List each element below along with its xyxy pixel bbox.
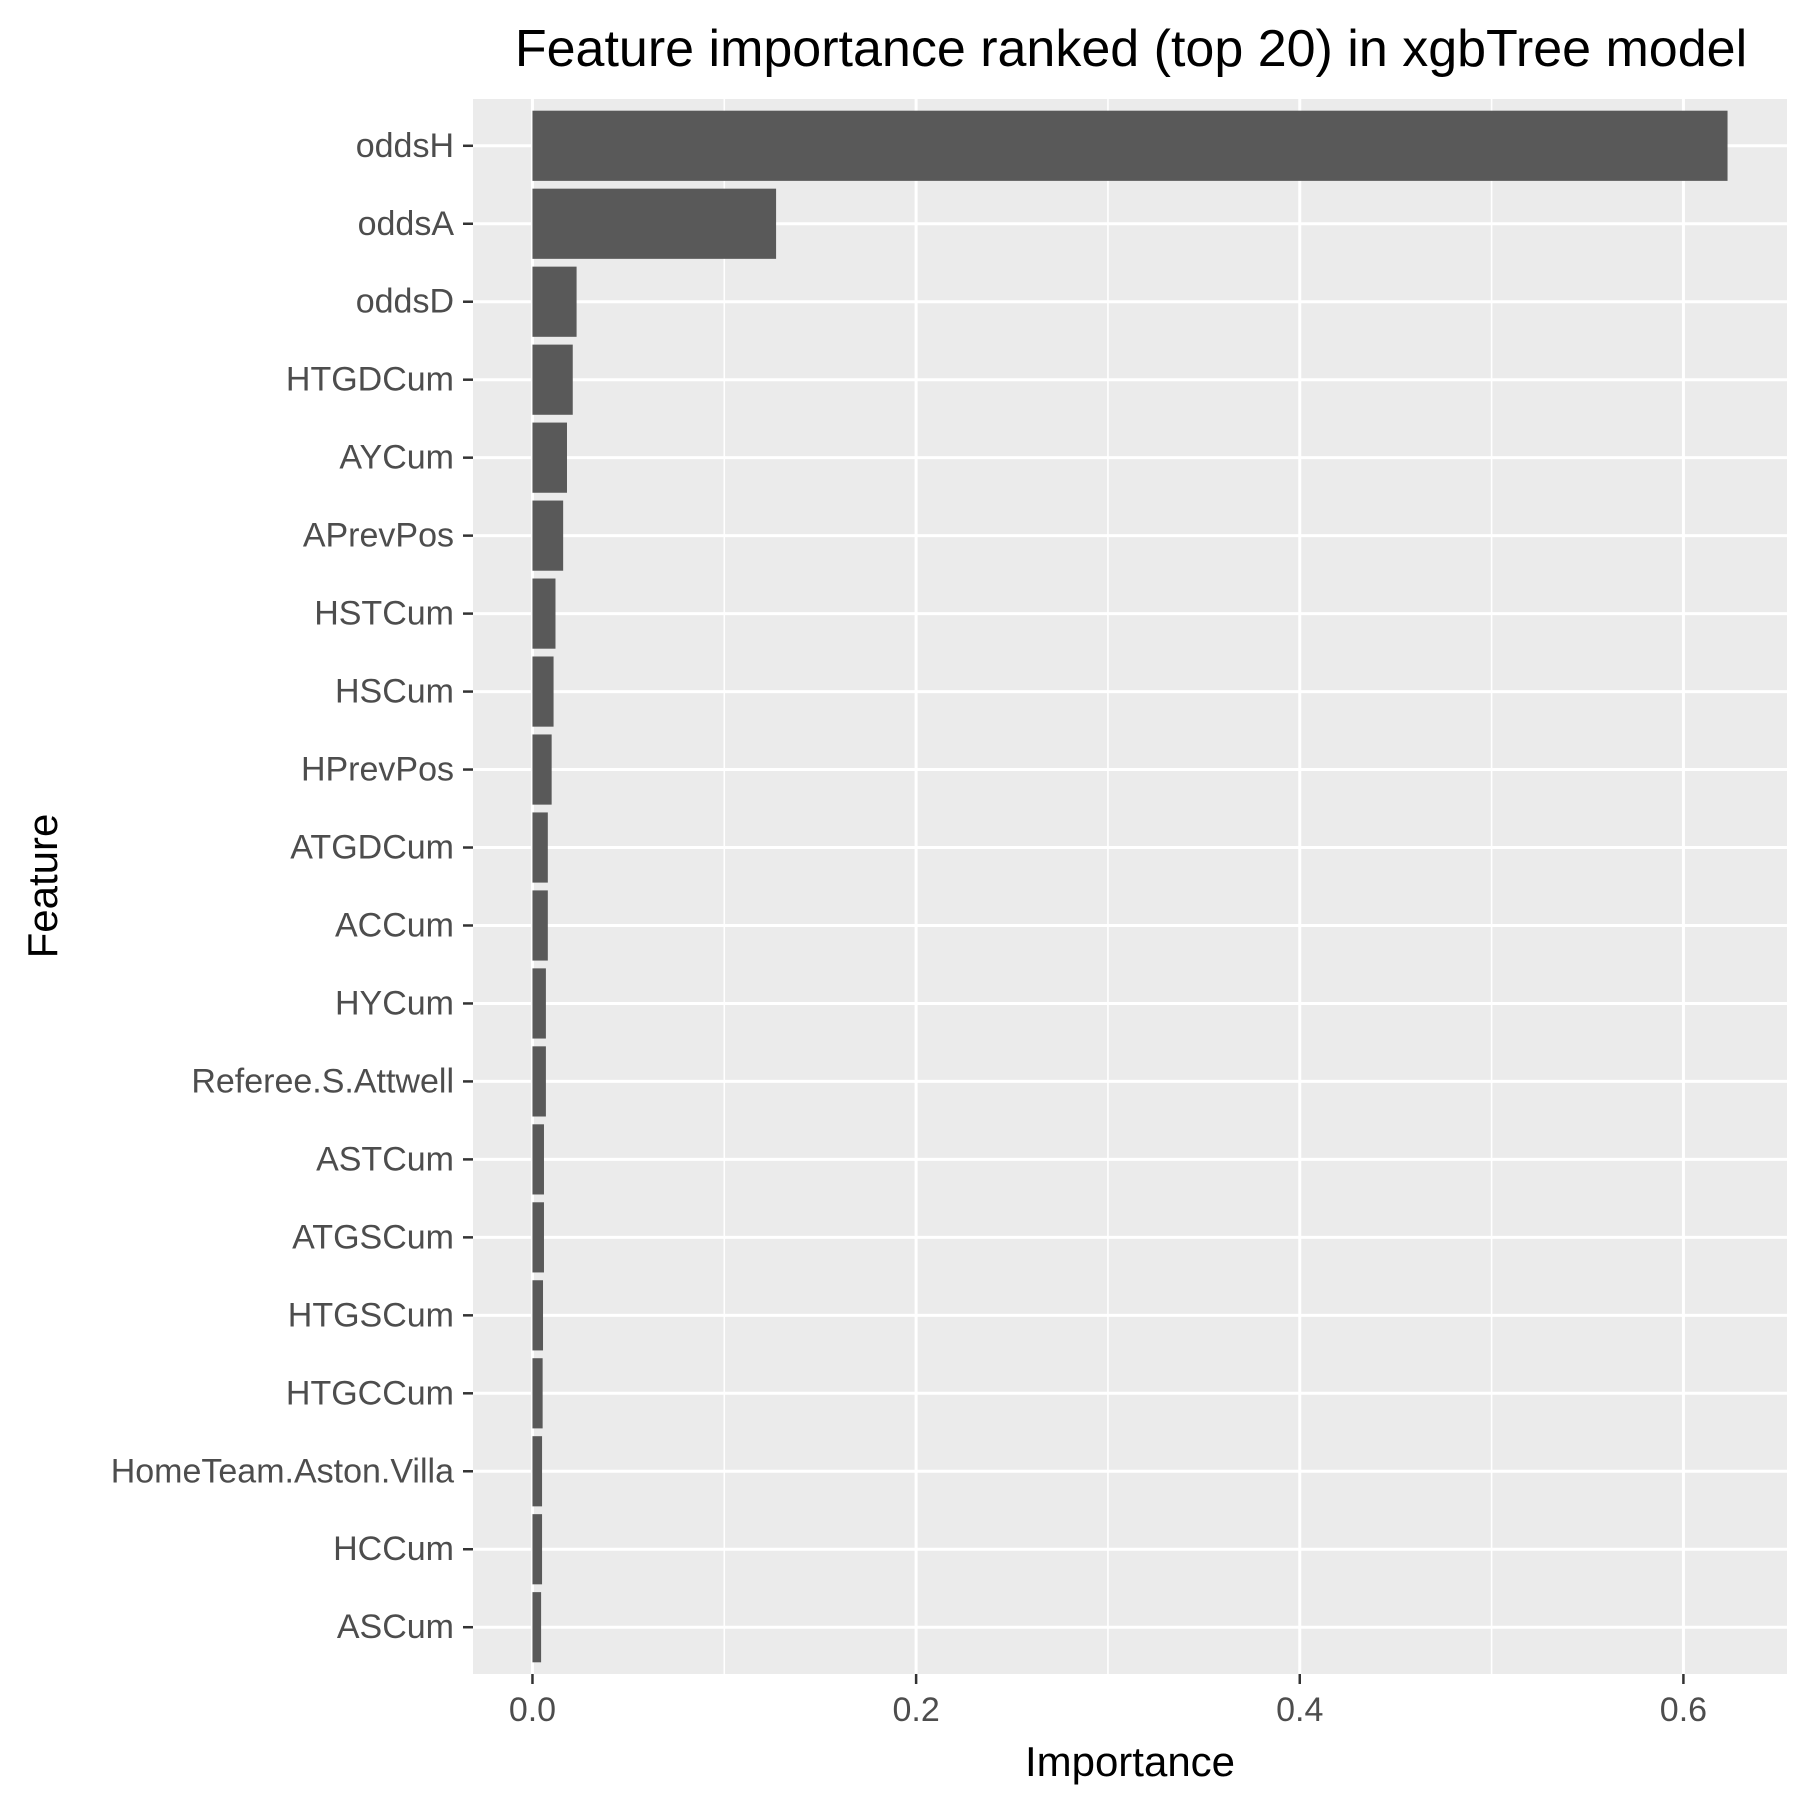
- bar-accum: [532, 890, 548, 961]
- bar-astcum: [532, 1124, 544, 1195]
- plot-panel: [473, 99, 1787, 1674]
- y-axis: oddsH oddsA oddsD HTGDCum AYCum APrevPos HSTCu…: [111, 127, 473, 1646]
- bar-hprevpos: [532, 734, 552, 805]
- x-tick-label: 0.4: [1276, 1691, 1323, 1729]
- y-tick-label: ATGSCum: [292, 1218, 454, 1256]
- x-tick-label: 0.6: [1660, 1691, 1707, 1729]
- y-tick-label: HSTCum: [314, 595, 454, 633]
- y-tick-label: HCCum: [333, 1530, 454, 1568]
- x-tick-label: 0.2: [892, 1691, 939, 1729]
- bar-ascum: [532, 1592, 542, 1663]
- bar-referee-s-attwell: [532, 1046, 546, 1117]
- bar-atgdcum: [532, 812, 548, 883]
- y-tick-label: AYCum: [339, 439, 454, 477]
- y-tick-label: HPrevPos: [301, 751, 454, 789]
- bar-aprevpos: [532, 500, 564, 571]
- y-tick-label: Referee.S.Attwell: [191, 1062, 454, 1100]
- bar-oddsh: [532, 110, 1728, 181]
- chart-title: Feature importance ranked (top 20) in xg…: [515, 20, 1747, 78]
- bar-hometeam-aston-villa: [532, 1436, 543, 1507]
- x-axis-title: Importance: [1025, 1738, 1235, 1785]
- bar-atgscum: [532, 1202, 544, 1273]
- y-tick-label: APrevPos: [303, 517, 454, 555]
- y-tick-label: oddsA: [358, 205, 455, 243]
- y-tick-label: oddsD: [356, 283, 454, 321]
- y-tick-label: HomeTeam.Aston.Villa: [111, 1452, 454, 1490]
- bar-oddsa: [532, 188, 777, 259]
- y-tick-label: HSCum: [335, 673, 454, 711]
- bars: [532, 110, 1728, 1663]
- y-tick-label: ATGDCum: [290, 829, 454, 867]
- bar-hscum: [532, 656, 554, 727]
- x-tick-label: 0.0: [509, 1691, 556, 1729]
- y-tick-label: HYCum: [335, 984, 454, 1022]
- bar-htgdcum: [532, 344, 573, 415]
- minor-gridlines: [723, 99, 1493, 1674]
- y-axis-title: Feature: [19, 814, 66, 959]
- y-tick-label: HTGSCum: [288, 1296, 454, 1334]
- bar-hycum: [532, 968, 546, 1039]
- y-tick-label: HTGCCum: [286, 1374, 454, 1412]
- bar-oddsd: [532, 266, 577, 337]
- major-gridlines: [473, 99, 1787, 1674]
- y-tick-label: ASTCum: [316, 1140, 454, 1178]
- bar-htgscum: [532, 1280, 544, 1351]
- y-tick-label: oddsH: [356, 127, 454, 165]
- x-axis: 0.0 0.2 0.4 0.6: [509, 1674, 1707, 1729]
- y-tick-label: HTGDCum: [286, 361, 454, 399]
- y-tick-label: ACCum: [335, 906, 454, 944]
- y-tick-label: ASCum: [337, 1608, 454, 1646]
- bar-aycum: [532, 422, 567, 493]
- bar-hstcum: [532, 578, 556, 649]
- bar-hccum: [532, 1514, 543, 1585]
- bar-htgccum: [532, 1358, 543, 1429]
